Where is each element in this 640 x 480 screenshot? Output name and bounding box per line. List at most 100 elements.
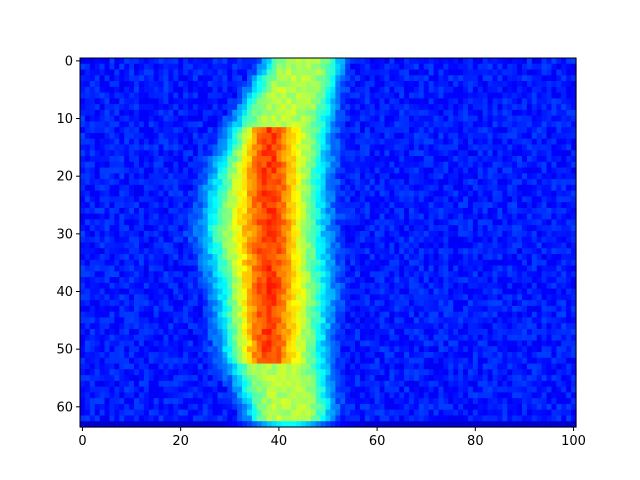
heatmap-cell	[271, 92, 278, 99]
heatmap-cell	[300, 294, 307, 301]
heatmap-cell	[192, 294, 199, 301]
heatmap-cell	[374, 323, 381, 330]
heatmap-cell	[232, 132, 238, 140]
heatmap-cell	[477, 115, 484, 123]
heatmap-cell	[517, 265, 523, 272]
heatmap-cell	[507, 219, 513, 226]
heatmap-cell	[237, 161, 243, 169]
heatmap-cell	[242, 156, 248, 163]
heatmap-cell	[438, 190, 445, 197]
heatmap-cell	[325, 98, 332, 105]
heatmap-cell	[163, 305, 169, 313]
heatmap-cell	[413, 236, 420, 244]
heatmap-cell	[453, 144, 459, 151]
heatmap-cell	[526, 259, 533, 267]
heatmap-cell	[374, 196, 381, 203]
heatmap-cell	[202, 127, 209, 134]
heatmap-cell	[571, 58, 577, 65]
heatmap-cell	[168, 167, 174, 174]
heatmap-cell	[143, 63, 150, 71]
heatmap-cell	[531, 144, 538, 151]
heatmap-cell	[237, 236, 243, 244]
heatmap-cell	[463, 196, 469, 203]
heatmap-cell	[340, 248, 346, 255]
heatmap-cell	[188, 190, 194, 197]
heatmap-cell	[153, 334, 160, 342]
heatmap-cell	[138, 230, 145, 238]
heatmap-cell	[310, 69, 317, 76]
heatmap-cell	[114, 63, 120, 71]
heatmap-cell	[148, 196, 155, 203]
heatmap-cell	[512, 81, 518, 88]
heatmap-cell	[526, 161, 533, 169]
heatmap-cell	[497, 98, 503, 105]
heatmap-cell	[526, 225, 533, 232]
heatmap-cell	[571, 305, 577, 313]
heatmap-cell	[325, 323, 332, 330]
heatmap-cell	[124, 254, 130, 261]
heatmap-cell	[261, 259, 268, 267]
heatmap-cell	[266, 340, 273, 347]
heatmap-cell	[84, 63, 91, 71]
heatmap-cell	[84, 184, 91, 192]
heatmap-cell	[512, 236, 518, 244]
heatmap-cell	[119, 98, 125, 105]
heatmap-cell	[320, 92, 327, 99]
heatmap-cell	[477, 282, 484, 290]
heatmap-cell	[443, 300, 449, 307]
heatmap-cell	[512, 294, 518, 301]
heatmap-cell	[394, 81, 400, 88]
heatmap-cell	[409, 219, 415, 226]
heatmap-cell	[492, 259, 499, 267]
heatmap-cell	[384, 259, 390, 267]
heatmap-cell	[364, 115, 371, 123]
heatmap-cell	[276, 305, 282, 313]
heatmap-cell	[99, 69, 106, 76]
heatmap-cell	[207, 167, 214, 174]
heatmap-cell	[163, 156, 169, 163]
heatmap-cell	[183, 225, 189, 232]
heatmap-cell	[80, 121, 86, 128]
heatmap-cell	[237, 179, 243, 186]
heatmap-cell	[276, 184, 282, 192]
heatmap-cell	[276, 311, 282, 319]
heatmap-cell	[153, 340, 160, 347]
heatmap-cell	[359, 300, 366, 307]
heatmap-cell	[168, 254, 174, 261]
heatmap-cell	[207, 63, 214, 71]
heatmap-cell	[168, 230, 174, 238]
heatmap-cell	[84, 317, 91, 324]
heatmap-cell	[556, 248, 562, 255]
heatmap-cell	[124, 277, 130, 284]
heatmap-cell	[521, 132, 528, 140]
heatmap-cell	[448, 63, 454, 71]
heatmap-cell	[276, 300, 282, 307]
heatmap-cell	[566, 277, 572, 284]
heatmap-cell	[428, 179, 435, 186]
heatmap-cell	[541, 150, 548, 157]
heatmap-cell	[217, 230, 224, 238]
heatmap-cell	[512, 265, 518, 272]
heatmap-cell	[109, 161, 115, 169]
heatmap-cell	[571, 334, 577, 342]
heatmap-cell	[340, 86, 346, 94]
heatmap-cell	[453, 288, 459, 295]
heatmap-cell	[129, 109, 135, 117]
heatmap-cell	[197, 213, 204, 221]
heatmap-cell	[571, 179, 577, 186]
heatmap-cell	[300, 271, 307, 278]
heatmap-cell	[536, 156, 543, 163]
heatmap-cell	[109, 236, 115, 244]
heatmap-cell	[448, 311, 454, 319]
heatmap-cell	[536, 300, 543, 307]
heatmap-cell	[536, 225, 543, 232]
heatmap-cell	[163, 179, 169, 186]
heatmap-cell	[394, 202, 400, 209]
heatmap-cell	[266, 236, 273, 244]
heatmap-cell	[310, 127, 317, 134]
heatmap-cell	[404, 282, 410, 290]
heatmap-cell	[536, 317, 543, 324]
heatmap-cell	[389, 179, 395, 186]
heatmap-cell	[350, 248, 356, 255]
heatmap-cell	[251, 236, 258, 244]
